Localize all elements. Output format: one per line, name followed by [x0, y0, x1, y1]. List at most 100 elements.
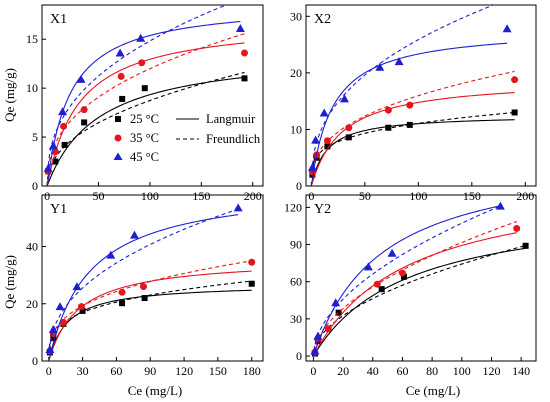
data-point-25c — [406, 121, 413, 128]
data-point-35c — [118, 288, 126, 296]
x-tick-label: 40 — [367, 364, 379, 378]
y-tick-label: 120 — [284, 200, 302, 214]
x-tick-label: 30 — [77, 364, 89, 378]
x-tick-label: 180 — [243, 364, 261, 378]
freundlich-fit-45c — [46, 5, 228, 172]
legend: 25 °C 35 °C 45 °C Langmuir Freundlich — [113, 112, 261, 164]
data-point-45c — [48, 141, 58, 150]
data-point-25c — [119, 300, 126, 307]
y-tick-label: 10 — [26, 81, 38, 95]
panel-y1: 0 30 60 90 120 150 180 0 20 40 Y1 — [26, 194, 264, 378]
y-tick-label: 5 — [32, 130, 38, 144]
y-tick-label: 30 — [290, 9, 302, 23]
data-point-25c — [141, 85, 148, 92]
data-point-35c — [60, 122, 68, 130]
x-tick-label: 120 — [175, 364, 193, 378]
data-point-25c — [378, 286, 385, 293]
x-tick-label: 100 — [453, 364, 471, 378]
x-axis-label-left: Ce (mg/L) — [128, 383, 183, 398]
data-point-45c — [235, 23, 245, 32]
data-point-35c — [323, 137, 331, 145]
plot-frame — [41, 194, 264, 362]
langmuir-fit-45c — [48, 214, 239, 360]
x-tick-label: 0 — [308, 189, 314, 203]
x-tick-label: 50 — [93, 189, 105, 203]
freundlich-fit-35c — [46, 33, 245, 175]
panel-title: X2 — [314, 12, 331, 27]
data-point-45c — [313, 331, 323, 340]
x-tick-label: 80 — [426, 364, 438, 378]
y-axis-label-bottom: Qe (mg/g) — [2, 255, 17, 309]
data-point-35c — [138, 59, 146, 67]
data-point-45c — [375, 62, 385, 71]
data-point-45c — [115, 48, 125, 57]
y-tick-label: 90 — [290, 238, 302, 252]
data-point-45c — [45, 345, 55, 354]
x-tick-label: 150 — [209, 364, 227, 378]
data-point-25c — [81, 119, 88, 126]
freundlich-fit-25c — [311, 111, 515, 172]
data-point-25c — [248, 280, 255, 287]
data-point-45c — [55, 302, 65, 311]
plot-frame — [41, 4, 264, 187]
data-point-25c — [335, 309, 342, 316]
langmuir-fit-45c — [313, 205, 501, 355]
data-point-45c — [72, 282, 82, 291]
langmuir-fit-35c — [46, 42, 245, 185]
data-point-45c — [76, 74, 86, 83]
x-tick-label: 20 — [337, 364, 349, 378]
data-point-25c — [79, 307, 86, 314]
y-tick-label: 0 — [32, 179, 38, 193]
panel-title: Y2 — [314, 202, 331, 217]
langmuir-fit-35c — [311, 92, 515, 186]
data-point-35c — [80, 106, 88, 114]
data-point-45c — [307, 162, 317, 171]
data-point-35c — [248, 258, 256, 266]
y-tick-label: 10 — [290, 122, 302, 136]
data-point-25c — [52, 158, 59, 165]
legend-marker-45c — [113, 152, 123, 160]
data-point-45c — [495, 201, 505, 210]
data-point-25c — [522, 242, 529, 249]
x-tick-label: 50 — [359, 189, 371, 203]
langmuir-fit-25c — [313, 247, 526, 356]
data-point-45c — [233, 203, 243, 212]
legend-label-freundlich: Freundlich — [206, 132, 261, 146]
data-point-35c — [345, 124, 353, 132]
data-point-45c — [48, 325, 58, 334]
data-point-35c — [240, 49, 248, 57]
langmuir-fit-35c — [313, 232, 517, 356]
x-tick-label: 100 — [141, 189, 159, 203]
legend-label-35c: 35 °C — [130, 131, 159, 145]
data-point-25c — [400, 273, 407, 280]
y-tick-label: 20 — [290, 66, 302, 80]
legend-marker-35c — [114, 134, 122, 142]
data-point-25c — [61, 141, 68, 148]
data-point-25c — [511, 109, 518, 116]
panel-title: X1 — [50, 12, 67, 27]
data-point-45c — [331, 298, 341, 307]
x-tick-label: 0 — [310, 364, 316, 378]
data-point-35c — [384, 106, 392, 114]
data-point-25c — [141, 295, 148, 302]
freundlich-fit-25c — [46, 71, 245, 180]
data-point-35c — [59, 318, 67, 326]
x-tick-label: 90 — [144, 364, 156, 378]
freundlich-fit-35c — [313, 221, 517, 352]
x-tick-label: 0 — [44, 189, 50, 203]
legend-label-45c: 45 °C — [130, 150, 159, 164]
data-point-45c — [58, 107, 68, 116]
x-tick-label: 0 — [46, 364, 52, 378]
data-point-45c — [310, 346, 320, 355]
panel-x2: 0 50 100 150 200 0 10 20 30 X2 — [290, 4, 537, 203]
data-point-45c — [340, 94, 350, 103]
y-tick-label: 0 — [32, 354, 38, 368]
data-point-35c — [139, 283, 147, 291]
data-point-25c — [50, 335, 57, 342]
x-tick-label: 200 — [516, 189, 534, 203]
data-point-45c — [394, 57, 404, 66]
data-point-45c — [136, 33, 146, 42]
y-tick-label: 0 — [296, 179, 302, 193]
x-tick-label: 200 — [244, 189, 262, 203]
data-point-45c — [129, 230, 139, 239]
